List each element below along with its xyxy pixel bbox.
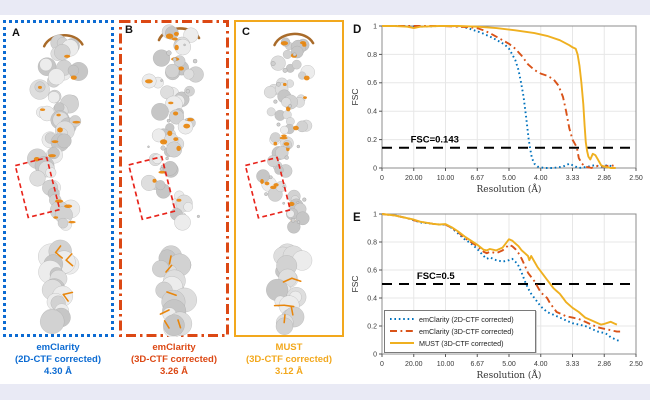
y-axis-label: FSC	[350, 89, 360, 106]
axis-ticks: 0 20.00 10.00 6.67 5.00 4.00 3.33 2.86 2.50 0 0.2 0…	[367, 23, 643, 182]
x-axis-label: Resolution (Å)	[477, 369, 542, 381]
panel-c-caption-method: MUST	[275, 342, 303, 353]
panel-c-caption-resolution: 3.12 Å	[275, 366, 303, 377]
small-density-body	[38, 239, 80, 334]
density-map-group	[244, 32, 315, 335]
svg-text:0.2: 0.2	[367, 323, 377, 330]
panel-b-caption-resolution: 3.26 Å	[160, 366, 188, 377]
series-dotted	[381, 213, 621, 343]
panel-c-letter: C	[242, 26, 250, 38]
svg-text:5.00: 5.00	[502, 361, 516, 368]
small-density-body	[152, 245, 198, 337]
panel-a-caption-mode: (2D-CTF corrected)	[14, 354, 102, 365]
axis-ticks: 0 20.00 10.00 6.67 5.00 4.00 3.33 2.86 2.50 0 0.2 0…	[367, 211, 643, 368]
series-solid	[382, 25, 616, 169]
svg-text:1: 1	[373, 23, 377, 30]
svg-text:4.00: 4.00	[534, 175, 548, 182]
svg-text:6.67: 6.67	[470, 361, 484, 368]
series-dash-dot	[382, 25, 618, 169]
svg-text:0.8: 0.8	[367, 52, 377, 59]
panel-a-caption-resolution: 4.30 Å	[44, 366, 72, 377]
chart-d-letter: D	[353, 24, 362, 36]
series-solid	[381, 213, 618, 326]
threshold-label: FSC=0.5	[417, 271, 455, 282]
panel-b-caption: emClarity (3D-CTF corrected) 3.26 Å	[99, 342, 249, 378]
highlight-patches	[33, 54, 81, 224]
panel-b-caption-mode: (3D-CTF corrected)	[130, 354, 218, 365]
figure-canvas: A B C emClarity (2D-CTF corrected) 4.30 …	[0, 15, 650, 384]
svg-text:0.4: 0.4	[367, 109, 377, 116]
loop-ribbon	[42, 34, 84, 48]
svg-text:1: 1	[373, 211, 377, 218]
legend-label-must-3d: MUST (3D-CTF corrected)	[419, 338, 504, 348]
svg-text:20.00: 20.00	[405, 361, 423, 368]
svg-text:2.86: 2.86	[597, 175, 611, 182]
panel-c-caption: MUST (3D-CTF corrected) 3.12 Å	[214, 342, 364, 378]
legend-label-emclarity-2d: emClarity (2D-CTF corrected)	[419, 314, 514, 324]
panel-b-caption-method: emClarity	[152, 342, 196, 353]
chart-e-plot: 0 20.00 10.00 6.67 5.00 4.00 3.33 2.86 2.50 0 0.2 0…	[350, 211, 643, 381]
svg-text:0.6: 0.6	[367, 80, 377, 87]
svg-text:2.86: 2.86	[597, 361, 611, 368]
panel-b-letter: B	[125, 24, 133, 36]
panel-c: C	[234, 20, 344, 337]
loop-ribbon	[273, 32, 315, 47]
panel-b-density-map	[127, 24, 204, 337]
svg-text:0: 0	[380, 361, 384, 368]
svg-text:0.4: 0.4	[367, 295, 377, 302]
panel-c-caption-mode: (3D-CTF corrected)	[245, 354, 333, 365]
panel-a: A	[3, 20, 114, 337]
svg-text:4.00: 4.00	[534, 361, 548, 368]
legend-line-dotted	[390, 318, 414, 320]
legend-line-solid	[390, 342, 414, 344]
svg-text:10.00: 10.00	[437, 361, 455, 368]
fsc-chart-d: D 0 20.00 10.00 6.67 5.00 4.00 3.33 2.86 2.50 0 0.…	[348, 16, 648, 198]
svg-text:10.00: 10.00	[437, 175, 455, 182]
roi-box	[244, 156, 292, 219]
roi-box	[127, 155, 177, 221]
svg-text:0.8: 0.8	[367, 239, 377, 246]
panel-a-letter: A	[12, 27, 20, 39]
chart-e-letter: E	[353, 212, 361, 224]
roi-box	[14, 156, 61, 219]
panel-a-caption-method: emClarity	[36, 342, 80, 353]
legend-line-dashdot	[390, 330, 414, 332]
panel-a-density-map	[14, 34, 89, 334]
panel-b: B	[119, 20, 229, 337]
legend-row-must-3d: MUST (3D-CTF corrected)	[389, 337, 531, 349]
svg-text:0: 0	[373, 351, 377, 358]
legend-row-emclarity-3d: emClarity (3D-CTF corrected)	[389, 325, 531, 337]
density-map-group	[14, 34, 89, 334]
svg-text:5.00: 5.00	[502, 175, 516, 182]
panel-a-caption: emClarity (2D-CTF corrected) 4.30 Å	[0, 342, 133, 378]
legend-label-emclarity-3d: emClarity (3D-CTF corrected)	[419, 326, 514, 336]
svg-text:0: 0	[373, 165, 377, 172]
svg-text:20.00: 20.00	[405, 175, 423, 182]
svg-text:0.6: 0.6	[367, 267, 377, 274]
svg-text:2.50: 2.50	[629, 175, 643, 182]
svg-text:3.33: 3.33	[566, 175, 580, 182]
chart-e-legend: emClarity (2D-CTF corrected) emClarity (…	[384, 310, 536, 353]
chart-d-plot: 0 20.00 10.00 6.67 5.00 4.00 3.33 2.86 2.50 0 0.2 0…	[350, 23, 643, 195]
small-density-body	[266, 243, 313, 335]
fsc-chart-e: E 0 20.00 10.00 6.67 5.00 4.00 3.33 2.86 2.50 0 0.…	[348, 204, 648, 384]
svg-text:0.2: 0.2	[367, 137, 377, 144]
large-density-body	[140, 24, 204, 231]
panel-c-density-map	[244, 32, 315, 335]
svg-text:2.50: 2.50	[629, 361, 643, 368]
threshold-label: FSC=0.143	[411, 135, 459, 146]
svg-text:3.33: 3.33	[566, 361, 580, 368]
x-axis-label: Resolution (Å)	[477, 183, 542, 195]
legend-row-emclarity-2d: emClarity (2D-CTF corrected)	[389, 313, 531, 325]
y-axis-label: FSC	[350, 276, 360, 293]
density-map-group	[127, 24, 204, 337]
svg-text:0: 0	[380, 175, 384, 182]
svg-text:6.67: 6.67	[470, 175, 484, 182]
highlight-patches	[145, 31, 194, 202]
